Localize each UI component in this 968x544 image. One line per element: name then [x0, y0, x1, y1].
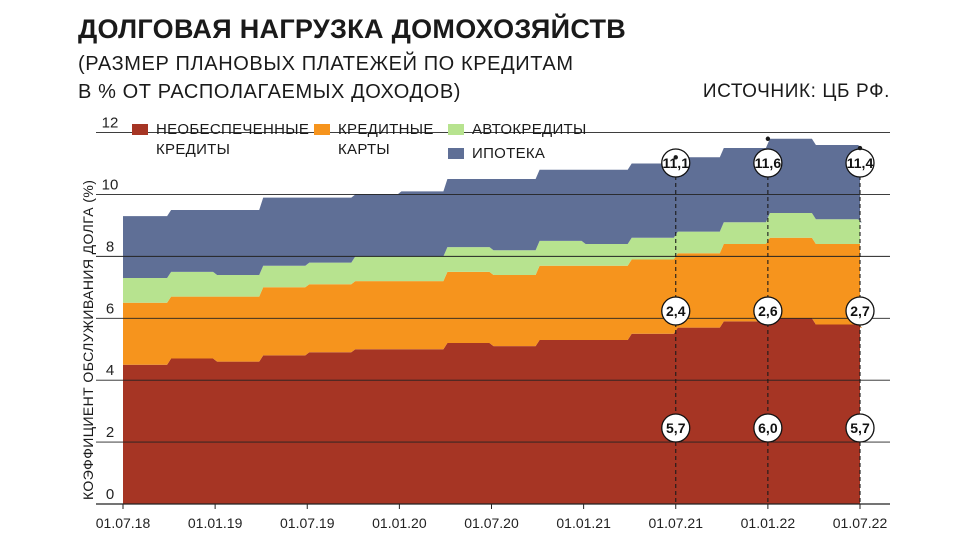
legend-swatch-mortgage [448, 148, 464, 159]
annotation-unsecured: 5,7 [850, 420, 870, 436]
annotation-cards-circle [661, 296, 691, 326]
annotation-total-circle [661, 148, 691, 178]
annotation-cards: 2,4 [666, 303, 686, 319]
y-axis-label: КОЭФФИЦИЕНТ ОБСЛУЖИВАНИЯ ДОЛГА (%) [80, 179, 96, 500]
legend-swatch-unsecured [132, 124, 148, 135]
annotation-total: 11,1 [663, 155, 690, 171]
annotation-unsecured-circle [661, 413, 691, 443]
legend-label-cards-1: КРЕДИТНЫЕ [338, 121, 434, 138]
y-tick-label: 10 [102, 176, 119, 193]
legend-label-cards-2: КАРТЫ [338, 141, 391, 158]
annotation-total-circle [753, 148, 783, 178]
area-unsecured [123, 318, 862, 504]
chart-subtitle-line2: В % ОТ РАСПОЛАГАЕМЫХ ДОХОДОВ) [78, 81, 462, 103]
annotation-total: 11,6 [755, 155, 782, 171]
annotation-unsecured-circle [753, 413, 783, 443]
annotation-cards: 2,7 [850, 303, 870, 319]
y-tick-label: 8 [106, 238, 114, 255]
y-tick-label: 12 [102, 115, 119, 132]
legend-label-unsecured-1: НЕОБЕСПЕЧЕННЫЕ [156, 121, 310, 138]
annotation-unsecured: 5,7 [666, 420, 686, 436]
legend-swatch-cards [314, 124, 330, 135]
y-tick-label: 2 [106, 424, 114, 441]
x-tick-label: 01.01.21 [556, 515, 611, 531]
x-tick-label: 01.01.19 [188, 515, 243, 531]
chart-source: ИСТОЧНИК: ЦБ РФ. [702, 81, 890, 102]
annotation-point [673, 155, 678, 160]
area-auto [123, 213, 862, 303]
x-tick-label: 01.07.20 [464, 515, 519, 531]
chart-subtitle-line1: (РАЗМЕР ПЛАНОВЫХ ПЛАТЕЖЕЙ ПО КРЕДИТАМ [78, 53, 574, 75]
annotation-total: 11,4 [847, 155, 874, 171]
annotation-point [857, 145, 863, 151]
legend-label-unsecured-2: КРЕДИТЫ [156, 141, 231, 158]
x-tick-label: 01.07.22 [833, 515, 888, 531]
y-tick-label: 6 [106, 300, 114, 317]
annotation-unsecured: 6,0 [758, 420, 778, 436]
x-tick-label: 01.07.18 [96, 515, 151, 531]
x-tick-label: 01.07.19 [280, 515, 335, 531]
legend-label-mortgage: ИПОТЕКА [472, 145, 546, 162]
y-tick-label: 0 [106, 486, 114, 503]
annotation-cards-circle [753, 296, 783, 326]
legend-label-auto: АВТОКРЕДИТЫ [472, 121, 587, 138]
x-tick-label: 01.07.21 [649, 515, 704, 531]
x-tick-label: 01.01.20 [372, 515, 427, 531]
chart-title: ДОЛГОВАЯ НАГРУЗКА ДОМОХОЗЯЙСТВ [78, 14, 627, 44]
y-tick-label: 4 [106, 362, 114, 379]
annotation-cards: 2,6 [758, 303, 778, 319]
legend-swatch-auto [448, 124, 464, 135]
annotation-unsecured-circle [845, 413, 875, 443]
annotation-cards-circle [845, 296, 875, 326]
area-cards [123, 237, 862, 365]
x-tick-label: 01.01.22 [741, 515, 796, 531]
annotation-point [765, 136, 771, 141]
